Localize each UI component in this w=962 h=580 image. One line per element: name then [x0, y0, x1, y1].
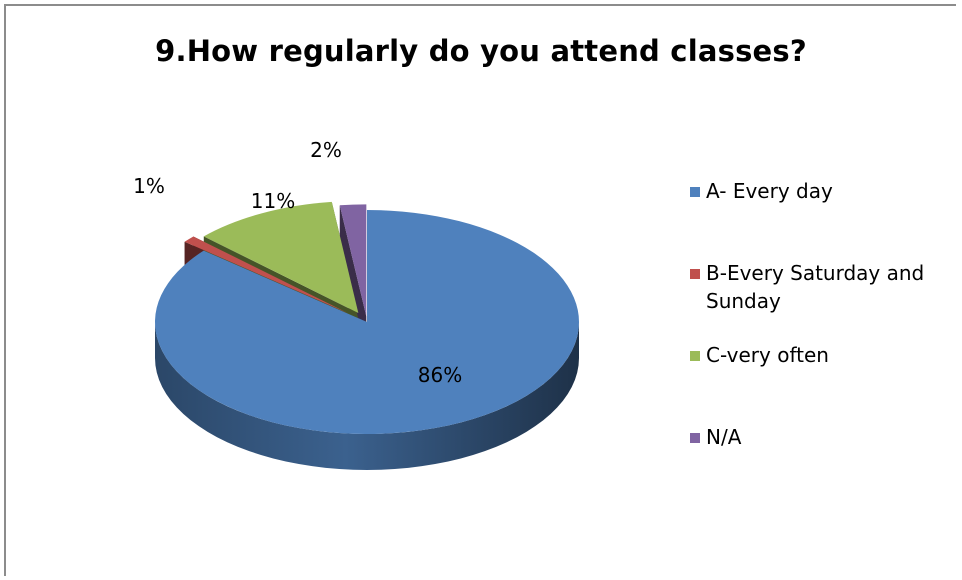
legend-label-4: N/A	[706, 425, 742, 449]
legend-label-2: B-Every Saturday and Sunday	[706, 261, 925, 313]
legend-label-1: A- Every day	[706, 179, 833, 203]
legend-swatch-1	[690, 187, 700, 197]
pie-slice-4	[339, 204, 367, 317]
chart-title: 9.How regularly do you attend classes?	[155, 34, 807, 68]
legend-swatch-3	[690, 351, 700, 361]
data-label-1: 86%	[418, 363, 462, 387]
pie-slice-3	[203, 201, 359, 314]
pie-slice-1	[154, 210, 579, 434]
legend-label-3: C-very often	[706, 343, 829, 367]
data-label-4: 2%	[310, 138, 342, 162]
data-label-3: 11%	[251, 189, 295, 213]
data-label-2: 1%	[133, 174, 165, 198]
legend-swatch-4	[690, 433, 700, 443]
legend-swatch-2	[690, 269, 700, 279]
pie-slice-2	[184, 236, 348, 314]
pie-slice-side-4	[339, 205, 367, 353]
